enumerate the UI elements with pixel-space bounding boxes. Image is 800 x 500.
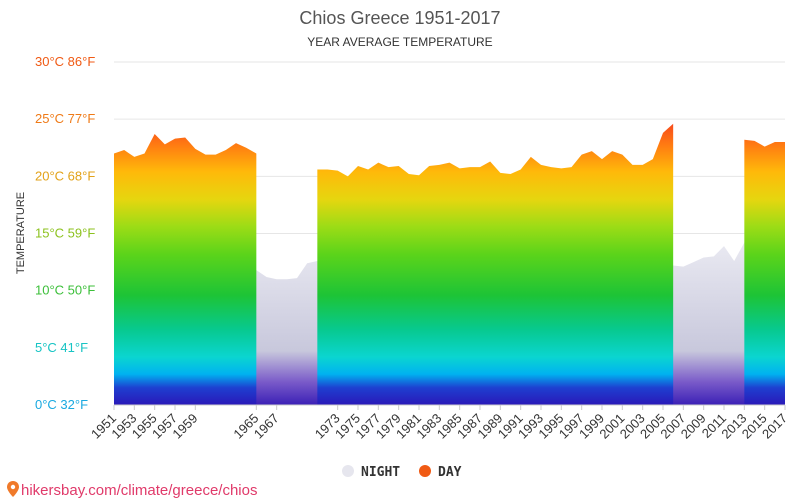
y-tick-label: 5°C 41°F (35, 340, 88, 355)
y-tick-label: 10°C 50°F (35, 283, 95, 298)
legend-label-day: DAY (438, 465, 462, 480)
y-tick-label: 20°C 68°F (35, 168, 95, 183)
legend-swatch-night (342, 465, 354, 477)
y-axis-label: TEMPERATURE (15, 192, 27, 274)
y-axis-ticks: 0°C 32°F 5°C 41°F 10°C 50°F 15°C 59°F 20°C 6… (35, 54, 95, 412)
y-tick-label: 30°C 86°F (35, 54, 95, 69)
legend-item-day[interactable]: DAY (419, 465, 462, 480)
y-tick-label: 0°C 32°F (35, 397, 88, 412)
map-pin-icon (7, 481, 19, 497)
chart-title: Chios Greece 1951-2017 (299, 8, 500, 28)
chart-subtitle: YEAR AVERAGE TEMPERATURE (307, 35, 492, 49)
legend-item-night[interactable]: NIGHT (342, 465, 400, 480)
day-area (744, 139, 785, 405)
day-area (114, 134, 257, 405)
y-tick-label: 25°C 77°F (35, 111, 95, 126)
y-tick-label: 15°C 59°F (35, 226, 95, 241)
source-link[interactable]: hikersbay.com/climate/greece/chios (7, 481, 257, 499)
plot-area (114, 123, 785, 406)
legend-label-night: NIGHT (361, 465, 400, 480)
legend-swatch-day (419, 465, 431, 477)
source-url: hikersbay.com/climate/greece/chios (21, 482, 257, 499)
legend: NIGHT DAY (342, 465, 462, 480)
day-area (317, 123, 674, 406)
